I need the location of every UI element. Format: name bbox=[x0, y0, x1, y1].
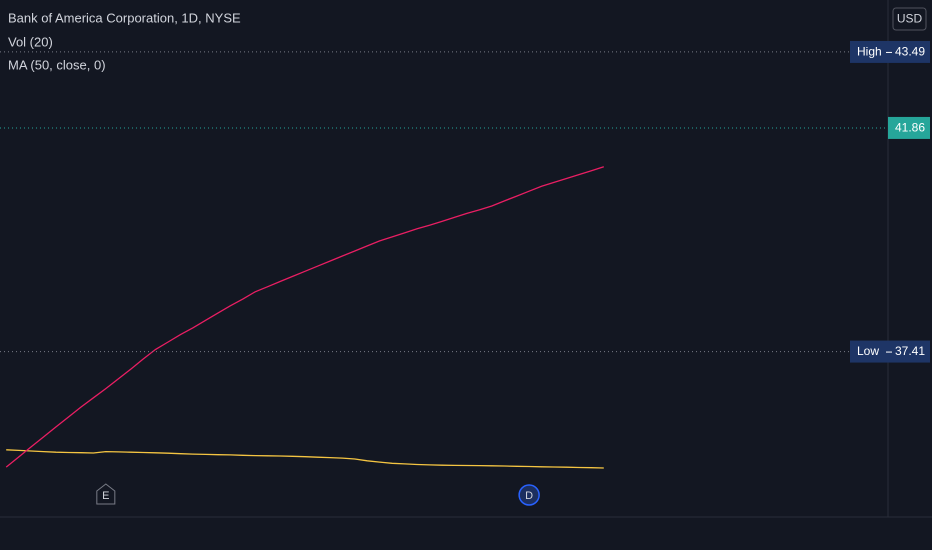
high-value: 43.49 bbox=[895, 45, 925, 59]
last-price-box bbox=[888, 116, 930, 139]
low-word: Low bbox=[857, 344, 879, 358]
volume-ma-line bbox=[6, 449, 604, 469]
overlays: High 43.49 Low 37.41 41.86 E D bbox=[0, 40, 930, 506]
event-label: D bbox=[525, 490, 533, 502]
earnings-marker bbox=[96, 483, 116, 505]
currency-box[interactable] bbox=[892, 7, 927, 31]
legend-volume: Vol (20) bbox=[8, 34, 53, 49]
event-label: E bbox=[102, 490, 109, 502]
currency[interactable]: USD bbox=[897, 12, 923, 26]
chart-title: Bank of America Corporation, 1D, NYSE bbox=[8, 10, 241, 25]
volume-pane bbox=[6, 449, 604, 469]
low-value: 37.41 bbox=[895, 344, 925, 358]
high-word: High bbox=[857, 45, 882, 59]
ma-line bbox=[5, 166, 604, 468]
dividend-marker bbox=[518, 484, 540, 506]
last-price: 41.86 bbox=[895, 121, 925, 135]
price-pane bbox=[5, 166, 604, 468]
legend-ma: MA (50, close, 0) bbox=[8, 57, 106, 72]
